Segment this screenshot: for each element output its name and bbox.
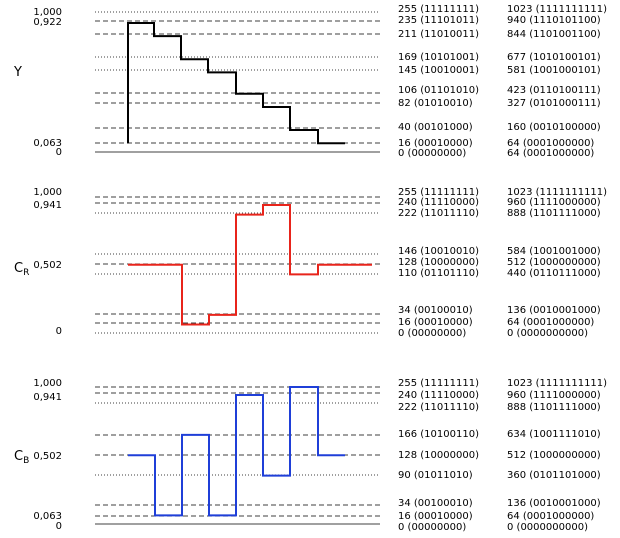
cb-axis-label: 0	[56, 521, 62, 532]
cr-level-8bit: 16 (00010000)	[398, 317, 473, 328]
cb-level-8bit: 222 (11011110)	[398, 402, 479, 413]
cb-level-10bit: 0 (0000000000)	[507, 522, 588, 533]
cr-level-10bit: 512 (1000000000)	[507, 257, 601, 268]
y-level-8bit: 169 (10101001)	[398, 52, 479, 63]
cr-axis-label: 1,000	[33, 187, 62, 198]
cb-waveform	[128, 386, 345, 517]
y-axis-label: 0,063	[33, 138, 62, 149]
cb-level-8bit: 0 (00000000)	[398, 522, 466, 533]
y-level-10bit: 581 (1001000101)	[507, 65, 601, 76]
cb-level-8bit: 90 (01011010)	[398, 470, 473, 481]
cr-axis-label: 0,941	[33, 200, 62, 211]
cb-level-8bit: 128 (10000000)	[398, 450, 479, 461]
cb-level-10bit: 1023 (1111111111)	[507, 378, 607, 389]
y-waveform	[127, 21, 345, 145]
cb-level-10bit: 64 (0001000000)	[507, 511, 594, 522]
cr-level-8bit: 110 (01101110)	[398, 268, 479, 279]
cr-level-8bit: 146 (10010010)	[398, 246, 479, 257]
y-axis-label: 1,000	[33, 7, 62, 18]
cr-level-8bit: 0 (00000000)	[398, 328, 466, 339]
cr-panel: CR 1,000 0,941 0,502 0 255 (11111111) 1023 (11…	[14, 187, 607, 339]
y-axis-label: 0,922	[33, 17, 62, 28]
y-level-10bit: 327 (0101000111)	[507, 98, 601, 109]
y-level-8bit: 106 (01101010)	[398, 85, 479, 96]
y-level-8bit: 82 (01010010)	[398, 98, 473, 109]
cb-axis-label: 0,941	[33, 392, 62, 403]
cb-level-10bit: 960 (1111000000)	[507, 390, 601, 401]
y-level-10bit: 940 (1110101100)	[507, 15, 601, 26]
cr-level-10bit: 440 (0110111000)	[507, 268, 601, 279]
cb-level-10bit: 634 (1001111010)	[507, 429, 601, 440]
cr-level-10bit: 136 (0010001000)	[507, 305, 601, 316]
y-channel-label: Y	[13, 65, 22, 80]
cb-level-8bit: 255 (11111111)	[398, 378, 479, 389]
cb-axis-label: 1,000	[33, 378, 62, 389]
cb-axis-label: 0,502	[33, 451, 62, 462]
cr-channel-label: CR	[14, 261, 29, 278]
y-level-10bit: 1023 (1111111111)	[507, 4, 607, 15]
cb-level-10bit: 136 (0010001000)	[507, 498, 601, 509]
y-level-10bit: 423 (0110100111)	[507, 85, 601, 96]
cb-level-8bit: 16 (00010000)	[398, 511, 473, 522]
y-level-8bit: 211 (11010011)	[398, 29, 479, 40]
y-level-10bit: 677 (1010100101)	[507, 52, 601, 63]
cr-axis-label: 0,502	[33, 260, 62, 271]
y-level-8bit: 255 (11111111)	[398, 4, 479, 15]
y-axis-label: 0	[56, 147, 62, 158]
y-level-10bit: 64 (0001000000)	[507, 138, 594, 149]
y-level-8bit: 145 (10010001)	[398, 65, 479, 76]
cb-level-8bit: 240 (11110000)	[398, 390, 479, 401]
cb-level-10bit: 512 (1000000000)	[507, 450, 601, 461]
cr-axis-label: 0	[56, 326, 62, 337]
cb-level-10bit: 888 (1101111000)	[507, 402, 601, 413]
cr-level-8bit: 128 (10000000)	[398, 257, 479, 268]
cr-level-8bit: 240 (11110000)	[398, 197, 479, 208]
cb-channel-label: CB	[14, 449, 29, 466]
cb-level-10bit: 360 (0101101000)	[507, 470, 601, 481]
cb-level-8bit: 166 (10100110)	[398, 429, 479, 440]
cr-level-8bit: 34 (00100010)	[398, 305, 473, 316]
y-level-8bit: 16 (00010000)	[398, 138, 473, 149]
cr-waveform	[128, 204, 372, 326]
y-level-8bit: 40 (00101000)	[398, 122, 473, 133]
cb-level-8bit: 34 (00100010)	[398, 498, 473, 509]
y-level-8bit: 0 (00000000)	[398, 148, 466, 159]
cr-level-10bit: 0 (0000000000)	[507, 328, 588, 339]
cr-level-10bit: 64 (0001000000)	[507, 317, 594, 328]
cr-level-8bit: 255 (11111111)	[398, 187, 479, 198]
cr-level-10bit: 584 (1001001000)	[507, 246, 601, 257]
y-level-10bit: 64 (0001000000)	[507, 148, 594, 159]
cr-level-10bit: 960 (1111000000)	[507, 197, 601, 208]
cr-level-8bit: 222 (11011110)	[398, 208, 479, 219]
y-level-10bit: 844 (1101001100)	[507, 29, 601, 40]
cr-level-10bit: 888 (1101111000)	[507, 208, 601, 219]
cb-axis-label: 0,063	[33, 511, 62, 522]
y-level-10bit: 160 (0010100000)	[507, 122, 601, 133]
cr-level-10bit: 1023 (1111111111)	[507, 187, 607, 198]
y-level-8bit: 235 (11101011)	[398, 15, 479, 26]
